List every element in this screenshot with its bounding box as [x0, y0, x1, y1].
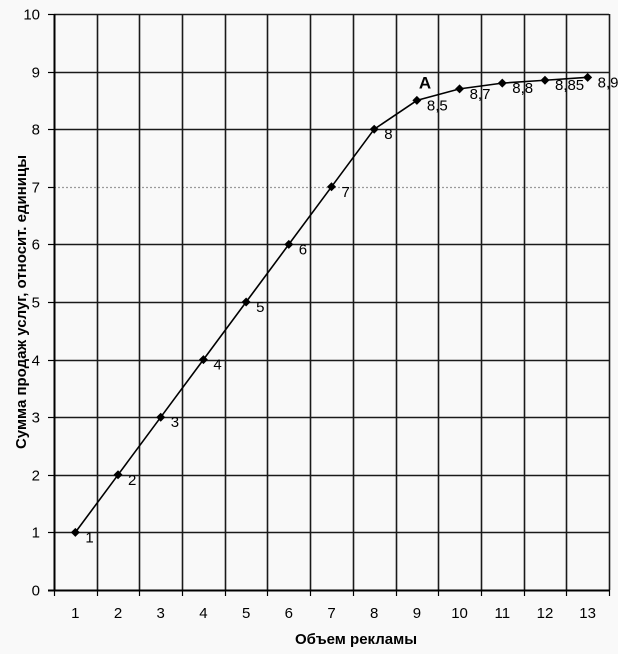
axes	[48, 14, 610, 592]
y-axis-ticks: 0 1 2 3 4 5 6 7 8 9 10	[23, 7, 54, 600]
data-point-marker	[113, 470, 123, 480]
x-tick-label: 12	[537, 605, 554, 622]
x-tick-label: 6	[285, 605, 293, 622]
data-label: 8,9	[598, 74, 618, 91]
data-label: 6	[299, 241, 307, 258]
x-tick-label: 4	[199, 605, 207, 622]
x-tick-label: 1	[71, 605, 79, 622]
data-labels: 1 2 3 4 5 6 7 8 8,5 8,7 8,8 8,85 8,9	[85, 74, 618, 546]
data-label: 8	[384, 126, 392, 143]
x-tick-label: 13	[579, 605, 596, 622]
y-tick-label: 10	[23, 7, 40, 24]
x-tick-label: 10	[451, 605, 468, 622]
data-label: 5	[256, 299, 264, 316]
data-series	[70, 72, 593, 537]
x-tick-label: 9	[413, 605, 421, 622]
data-label: 3	[171, 414, 179, 431]
data-point-marker	[156, 412, 166, 422]
y-tick-label: 7	[32, 180, 40, 197]
annotation-label: A	[419, 73, 431, 92]
y-tick-label: 4	[32, 353, 40, 370]
data-label: 2	[128, 472, 136, 489]
y-tick-label: 3	[32, 410, 40, 427]
data-point-marker	[369, 124, 379, 134]
data-point-marker	[198, 355, 208, 365]
data-point-marker	[70, 527, 80, 537]
data-point-marker	[284, 239, 294, 249]
data-point-marker	[241, 297, 251, 307]
data-point-marker	[497, 78, 507, 88]
y-axis-title: Сумма продаж услуг, относит. единицы	[13, 155, 30, 449]
y-tick-label: 2	[32, 468, 40, 485]
data-point-marker	[583, 72, 593, 82]
data-point-marker	[540, 75, 550, 85]
data-point-marker	[327, 182, 336, 192]
y-tick-label: 5	[32, 295, 40, 312]
x-tick-label: 2	[114, 605, 122, 622]
data-label: 8,7	[470, 86, 491, 103]
data-label: 8,5	[427, 97, 448, 114]
data-point-marker	[412, 95, 422, 105]
data-label: 8,8	[512, 80, 533, 97]
y-tick-label: 8	[32, 122, 40, 139]
x-tick-label: 5	[242, 605, 250, 622]
data-label: 7	[342, 184, 350, 201]
y-tick-label: 9	[32, 65, 40, 82]
x-axis-title: Объем рекламы	[295, 631, 417, 648]
y-tick-label: 0	[32, 583, 40, 600]
x-tick-label: 7	[327, 605, 335, 622]
y-tick-label: 1	[32, 525, 40, 542]
annotations: A	[419, 73, 431, 92]
data-label: 8,85	[555, 77, 584, 94]
x-tick-label: 11	[494, 605, 510, 622]
data-label: 1	[85, 529, 93, 546]
x-tick-label: 8	[370, 605, 378, 622]
data-point-marker	[455, 84, 465, 94]
data-label: 4	[213, 357, 221, 374]
y-tick-label: 6	[32, 237, 40, 254]
x-tick-label: 3	[157, 605, 165, 622]
x-axis-ticks: 1 2 3 4 5 6 7 8 9 10 11 12 13	[53, 590, 611, 622]
series-line	[74, 76, 588, 533]
grid-lines	[53, 13, 611, 592]
